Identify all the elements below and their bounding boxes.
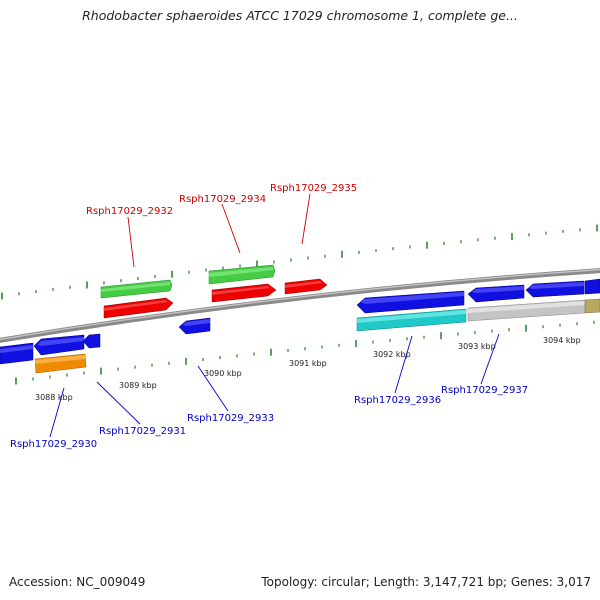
genome-backbone <box>0 268 600 343</box>
gene-feature[interactable] <box>34 353 87 374</box>
kbp-label: 3091 kbp <box>289 359 327 368</box>
gene-feature[interactable] <box>584 278 600 295</box>
gene-feature[interactable] <box>584 298 600 314</box>
gene-feature[interactable] <box>467 299 586 322</box>
kbp-label: 3093 kbp <box>458 342 496 351</box>
gene-feature[interactable] <box>356 290 465 314</box>
gene-feature[interactable] <box>356 308 467 332</box>
gene-feature[interactable] <box>208 264 276 285</box>
kbp-label: 3088 kbp <box>35 393 73 402</box>
gene-label[interactable]: Rsph17029_2937 <box>441 385 528 396</box>
gene-feature[interactable] <box>0 342 34 365</box>
gene-label[interactable]: Rsph17029_2935 <box>270 183 357 194</box>
gene-feature[interactable] <box>467 284 525 303</box>
gene-label[interactable]: Rsph17029_2934 <box>179 194 266 205</box>
tick-ring-inner <box>15 320 595 385</box>
accession-text: Accession: NC_009049 <box>9 575 146 589</box>
gene-feature[interactable] <box>211 283 277 303</box>
gene-feature[interactable] <box>103 297 174 319</box>
gene-feature[interactable] <box>33 334 85 356</box>
gene-label[interactable]: Rsph17029_2932 <box>86 206 173 217</box>
gene-feature[interactable] <box>178 317 211 335</box>
kbp-label: 3092 kbp <box>373 350 411 359</box>
tick-ring-outer <box>1 224 598 300</box>
kbp-label: 3089 kbp <box>119 381 157 390</box>
genome-summary-text: Topology: circular; Length: 3,147,721 bp… <box>261 575 591 589</box>
gene-label[interactable]: Rsph17029_2933 <box>187 413 274 424</box>
gene-feature[interactable] <box>100 279 173 299</box>
gene-feature[interactable] <box>525 280 585 298</box>
kbp-label: 3090 kbp <box>204 369 242 378</box>
gene-feature[interactable] <box>82 333 101 349</box>
gene-label[interactable]: Rsph17029_2931 <box>99 426 186 437</box>
kbp-label: 3094 kbp <box>543 336 581 345</box>
genome-title: Rhodobacter sphaeroides ATCC 17029 chrom… <box>82 8 518 23</box>
gene-label[interactable]: Rsph17029_2930 <box>10 439 97 450</box>
gene-label[interactable]: Rsph17029_2936 <box>354 395 441 406</box>
gene-feature[interactable] <box>284 278 328 295</box>
